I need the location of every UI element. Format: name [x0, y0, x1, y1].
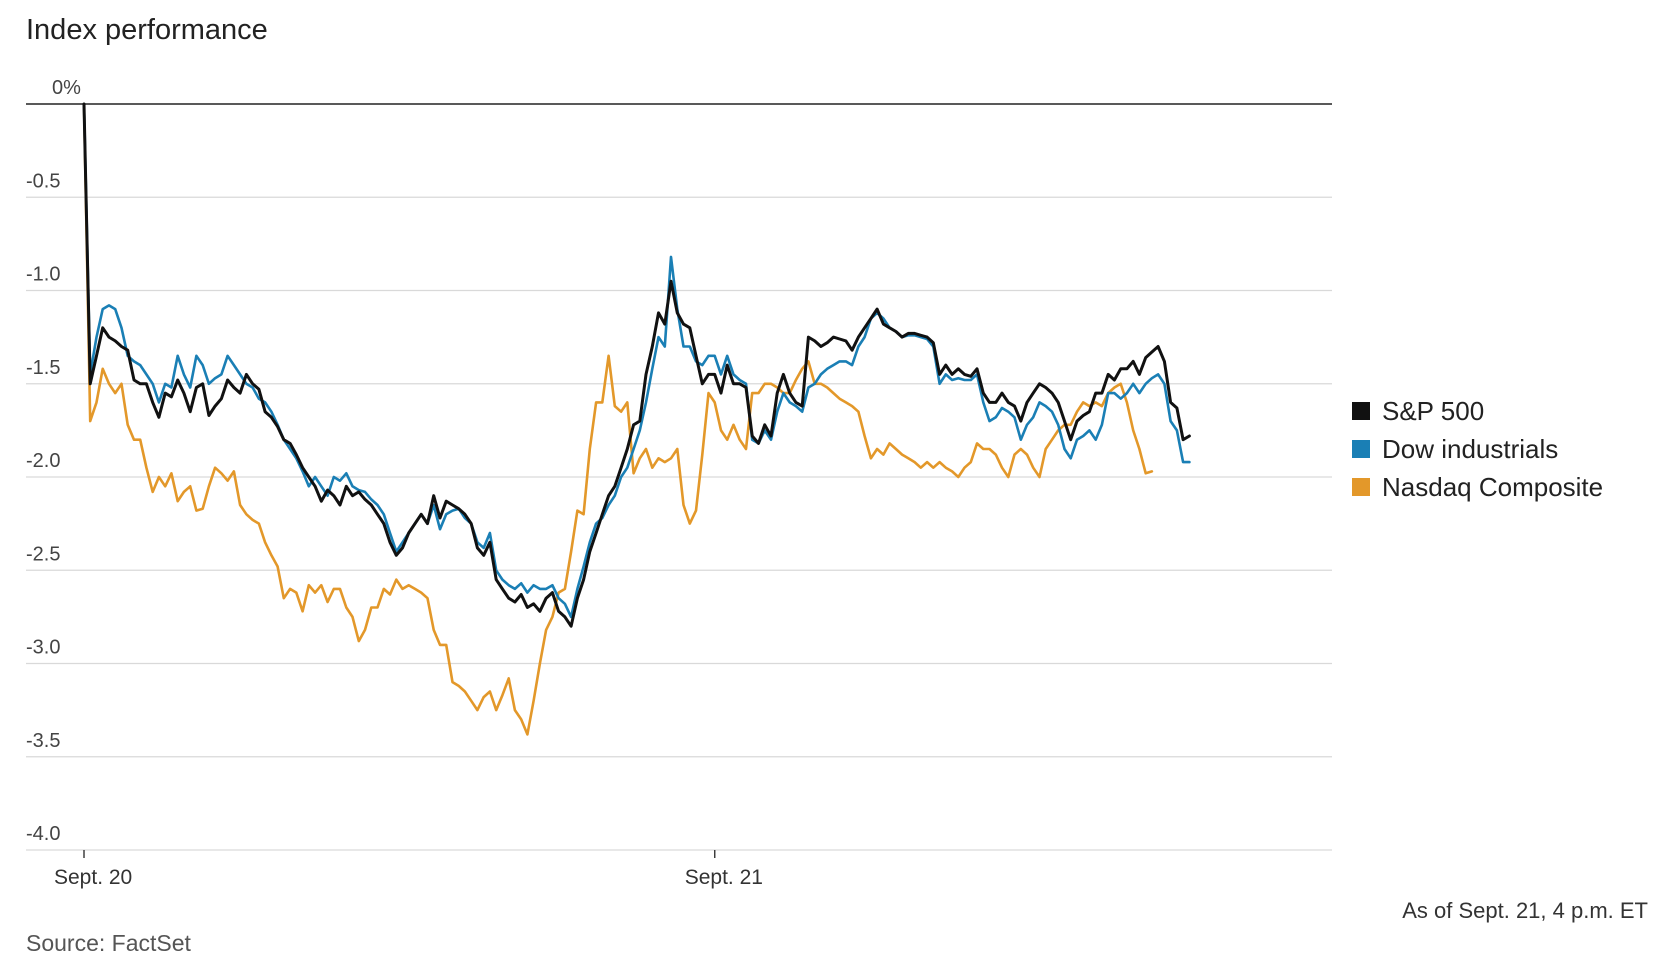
- legend-label-dow: Dow industrials: [1382, 433, 1559, 464]
- source-note: Source: FactSet: [26, 930, 191, 956]
- x-tick-label: Sept. 20: [54, 866, 132, 889]
- legend-label-nasdaq: Nasdaq Composite: [1382, 471, 1604, 502]
- y-tick-label: -1.5: [26, 357, 60, 379]
- x-tick-label: Sept. 21: [685, 866, 763, 889]
- legend-item-sp500: S&P 500: [1352, 392, 1603, 430]
- y-tick-label: -3.0: [26, 637, 60, 659]
- y-tick-label: -3.5: [26, 730, 60, 752]
- y-tick-label: -0.5: [26, 170, 60, 192]
- y-tick-label: -1.0: [26, 264, 60, 286]
- series-line-sp500: [82, 102, 1191, 628]
- legend-item-dow: Dow industrials: [1352, 430, 1603, 468]
- chart-title: Index performance: [26, 14, 268, 46]
- x-axis-ticks: Sept. 20 Sept. 21: [54, 850, 763, 889]
- series-line-dow: [82, 102, 1191, 619]
- y-tick-label: -2.5: [26, 543, 60, 565]
- legend-label-sp500: S&P 500: [1382, 395, 1485, 426]
- series-lines: [82, 102, 1191, 736]
- series-line-nasdaq: [82, 102, 1154, 736]
- y-tick-label: -2.0: [26, 450, 60, 472]
- y-tick-label: -4.0: [26, 823, 60, 845]
- y-tick-label: 0%: [52, 77, 81, 99]
- grid-lines: [26, 103, 1332, 851]
- legend-swatch-nasdaq: [1352, 478, 1370, 496]
- legend-swatch-dow: [1352, 440, 1370, 458]
- y-axis-tick-labels: 0% -0.5 -1.0 -1.5 -2.0 -2.5 -3.0 -3.5 -4.0: [26, 77, 81, 845]
- legend-swatch-sp500: [1352, 402, 1370, 420]
- legend: S&P 500 Dow industrials Nasdaq Composite: [1352, 392, 1603, 506]
- timestamp-note: As of Sept. 21, 4 p.m. ET: [1402, 898, 1648, 923]
- legend-item-nasdaq: Nasdaq Composite: [1352, 468, 1603, 506]
